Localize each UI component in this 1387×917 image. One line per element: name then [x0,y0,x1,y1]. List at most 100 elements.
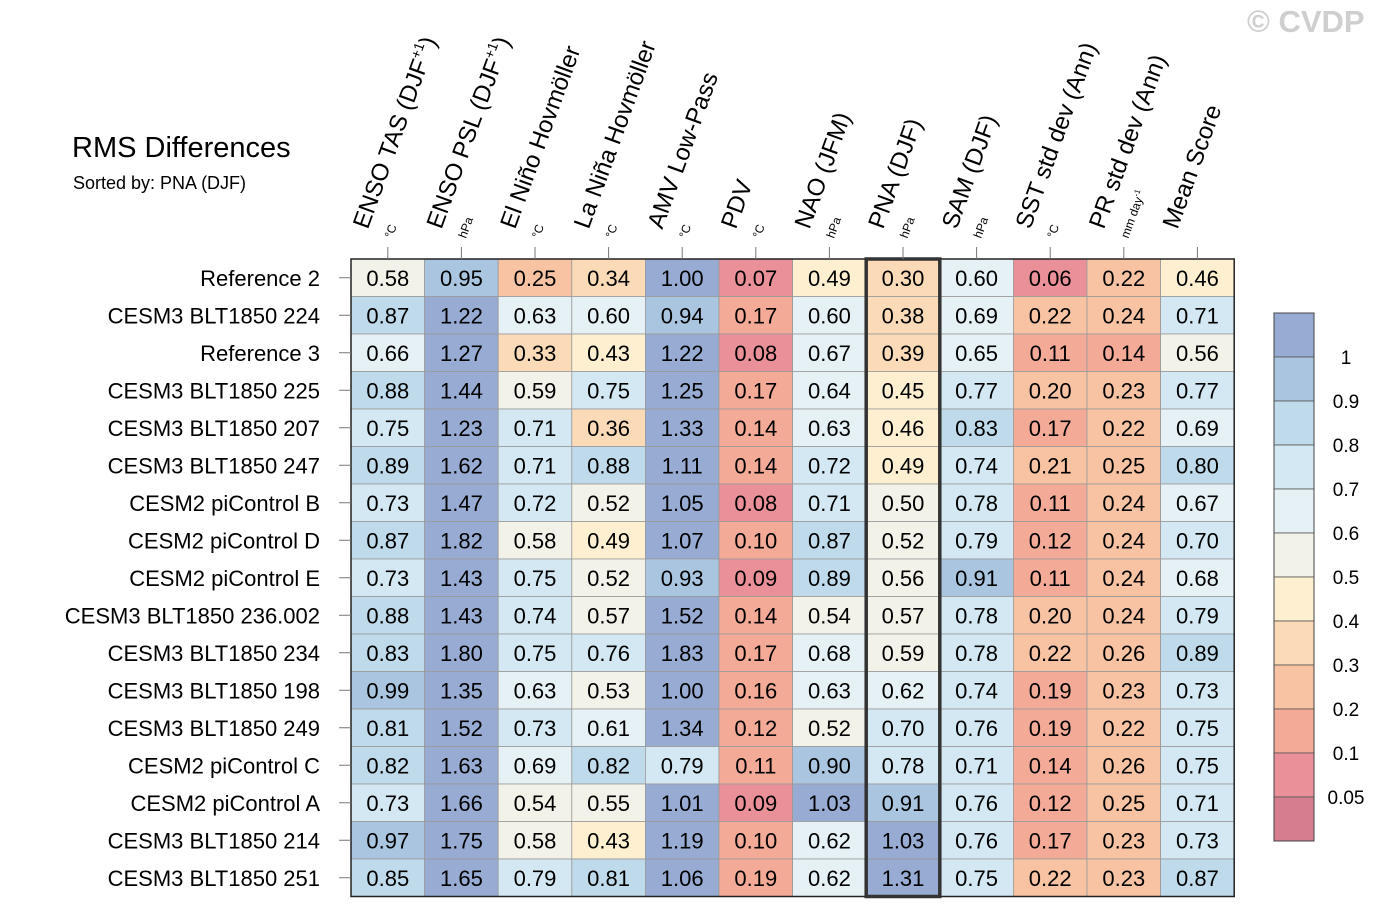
row-label: Reference 3 [200,341,320,366]
cell-value-label: 0.78 [955,491,998,516]
colorbar-label: 1 [1341,348,1352,369]
cell-value-label: 0.23 [1102,828,1145,853]
cell-value-label: 0.17 [1029,828,1072,853]
heatmap-cell [497,558,573,597]
column-label: AMV Low-Pass [642,69,723,232]
heatmap-cell [792,258,867,297]
heatmap-cell [350,858,425,897]
heatmap-cell [1086,371,1161,410]
heatmap-cell [350,258,425,297]
cell-value-label: 0.43 [587,828,630,853]
colorbar-swatch [1273,312,1315,358]
cell-value-label: 0.11 [735,753,776,778]
cell-value-label: 0.62 [808,866,851,891]
heatmap-cell [497,596,573,635]
cell-value-label: 0.58 [514,528,557,553]
heatmap-cell [497,258,573,297]
heatmap-cell [865,858,941,897]
heatmap-cell [865,783,941,822]
cell-value-label: 0.20 [1029,603,1072,628]
cell-value-label: 0.19 [1029,678,1072,703]
cell-value-label: 1.52 [661,603,704,628]
cell-value-label: 0.74 [514,603,557,628]
colorbar-swatch [1273,576,1315,622]
cell-value-label: 0.63 [808,416,851,441]
cell-value-label: 0.79 [955,528,998,553]
cell-value-label: 1.22 [661,341,704,366]
cell-value-label: 0.83 [366,641,409,666]
heatmap-cell [792,521,867,560]
colorbar-swatch [1273,356,1315,402]
cell-value-label: 0.75 [955,866,998,891]
heatmap-cell [424,671,499,710]
cell-value-label: 0.07 [734,266,777,291]
heatmap-cell [424,558,499,597]
cell-value-label: 1.47 [440,491,483,516]
heatmap-cell [718,333,793,372]
heatmap-cell [645,371,720,410]
cell-value-label: 0.79 [661,753,704,778]
cell-value-label: 1.80 [440,641,483,666]
heatmap-cell [865,483,941,522]
row-label: CESM2 piControl C [128,753,320,778]
cell-value-label: 0.38 [882,303,925,328]
heatmap-cell [424,821,499,860]
colorbar-swatch [1273,708,1315,754]
cell-value-label: 0.43 [587,341,630,366]
cell-value-label: 0.71 [955,753,998,778]
cell-value-label: 1.05 [661,491,704,516]
column-unit: hPa [971,215,992,240]
cell-value-label: 0.88 [366,603,409,628]
row-label: CESM3 BLT1850 214 [108,828,320,853]
heatmap-cell [571,596,646,635]
heatmap-cell [939,296,1014,335]
heatmap-cell [645,296,720,335]
colorbar-label: 0.05 [1328,788,1365,809]
cell-value-label: 0.61 [587,716,630,741]
cell-value-label: 0.90 [808,753,851,778]
heatmap-cell [645,671,720,710]
heatmap-cell [792,296,867,335]
cell-value-label: 0.60 [587,303,630,328]
cell-value-label: 0.25 [514,266,557,291]
heatmap-cell [718,783,793,822]
cell-value-label: 0.76 [955,716,998,741]
cell-value-label: 0.09 [734,791,777,816]
heatmap-cell [497,296,573,335]
heatmap-cell [1160,296,1235,335]
colorbar-swatch [1273,532,1315,578]
column-unit: °C [529,222,547,240]
heatmap-cell [571,408,646,447]
cell-value-label: 0.76 [587,641,630,666]
cell-value-label: 1.19 [661,828,704,853]
colorbar-border [1273,312,1315,842]
cell-value-label: 1.03 [808,791,851,816]
heatmap-cell [645,446,720,485]
cell-value-label: 0.64 [808,378,851,403]
cell-value-label: 0.50 [882,491,925,516]
cell-value-label: 0.85 [366,866,409,891]
cell-value-label: 0.22 [1029,641,1072,666]
heatmap-cell [350,671,425,710]
heatmap-cell [939,446,1014,485]
cell-value-label: 0.12 [1029,791,1072,816]
heatmap-cell [424,858,499,897]
cell-value-label: 0.68 [808,641,851,666]
column-label: SAM (DJF) [937,111,1003,232]
heatmap-cell [571,296,646,335]
heatmap-cell [1013,671,1088,710]
heatmap-cell [497,746,573,785]
heatmap-cell [1160,858,1235,897]
cell-value-label: 0.52 [587,491,630,516]
cell-value-label: 0.70 [882,716,925,741]
column-unit: °C [676,222,694,240]
cell-value-label: 0.17 [734,641,777,666]
heatmap-cell [1013,708,1088,747]
cell-value-label: 1.11 [662,453,703,478]
heatmap-cell [1086,558,1161,597]
cell-value-label: 0.11 [1030,491,1071,516]
cell-value-label: 1.34 [661,716,704,741]
row-label: CESM3 BLT1850 207 [108,416,320,441]
cell-value-label: 0.26 [1102,753,1145,778]
